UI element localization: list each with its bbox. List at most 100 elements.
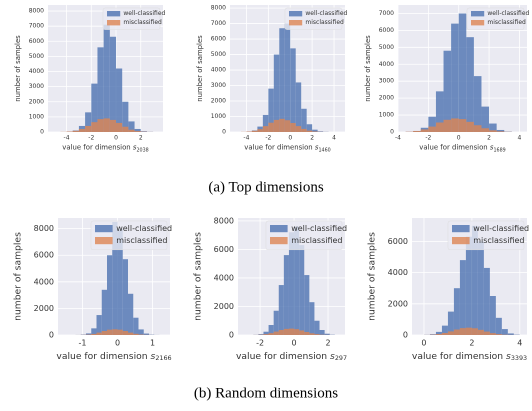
- x-tick-label: -2: [265, 135, 271, 142]
- x-tick-label: 4: [332, 135, 336, 142]
- histogram-bar: [128, 130, 134, 132]
- histogram-bar: [459, 13, 467, 132]
- legend-swatch: [107, 11, 120, 16]
- histogram-bar: [104, 118, 110, 132]
- x-tick-label: -1: [79, 339, 87, 348]
- legend-label: well-classified: [291, 224, 347, 233]
- histogram-bar: [454, 330, 460, 335]
- histogram-bar: [285, 120, 290, 132]
- histogram-bar: [91, 334, 96, 335]
- y-tick-label: 0: [40, 129, 44, 136]
- histogram-bar: [484, 268, 490, 335]
- x-tick-label: -4: [243, 135, 249, 142]
- x-tick-label: 2: [139, 135, 143, 142]
- histogram-bar: [97, 315, 102, 335]
- histogram-bar: [474, 125, 482, 132]
- histogram-bar: [116, 123, 122, 132]
- y-tick-label: 4000: [388, 268, 408, 277]
- histogram-bar: [301, 129, 306, 132]
- legend-swatch: [95, 237, 113, 244]
- y-tick-label: 0: [403, 331, 408, 340]
- y-tick-label: 8000: [29, 8, 44, 15]
- histogram-bar: [110, 120, 116, 132]
- x-axis-label: value for dimension s3393: [412, 350, 527, 362]
- histogram-bar: [274, 120, 279, 132]
- histogram-bar: [490, 296, 496, 335]
- histogram-bar: [478, 241, 484, 335]
- x-tick-label: -2: [88, 135, 94, 142]
- histogram-bar: [325, 334, 330, 335]
- histogram-bar: [128, 294, 133, 335]
- y-tick-label: 1000: [379, 112, 394, 119]
- y-tick-label: 0: [49, 331, 54, 340]
- histogram-bar: [123, 259, 128, 335]
- histogram-bar: [436, 334, 442, 335]
- histogram-bar: [107, 330, 112, 335]
- histogram-bar: [263, 126, 268, 132]
- y-tick-label: 7000: [211, 20, 226, 27]
- histogram-bar: [442, 333, 448, 335]
- legend-label: misclassified: [123, 19, 162, 26]
- histogram-bar: [320, 330, 325, 335]
- histogram-bar: [107, 255, 112, 335]
- x-axis-label: value for dimension s1689: [419, 144, 505, 153]
- histogram-bar: [460, 260, 466, 335]
- y-tick-label: 7000: [379, 10, 394, 17]
- y-tick-label: 6000: [211, 36, 226, 43]
- y-tick-label: 5000: [379, 44, 394, 51]
- y-tick-label: 2000: [214, 302, 234, 311]
- histogram-bar: [451, 118, 459, 132]
- y-tick-label: 0: [222, 129, 226, 136]
- histogram-bar: [112, 329, 117, 335]
- y-tick-label: 6000: [388, 237, 408, 246]
- y-axis-label: number of samples: [14, 35, 22, 102]
- x-axis-label-sub: 2038: [136, 147, 148, 153]
- histogram-bar: [497, 131, 505, 132]
- histogram-bar: [102, 331, 107, 335]
- x-axis-label: value for dimension s2038: [62, 144, 148, 153]
- histogram-bar: [496, 334, 502, 335]
- histogram-bar: [279, 119, 284, 132]
- x-axis-label-text: value for dimension: [419, 144, 487, 152]
- x-axis-label-sub: 1689: [493, 147, 505, 153]
- histogram-bar: [289, 329, 294, 335]
- legend-label: misclassified: [116, 236, 167, 245]
- y-tick-label: 3000: [211, 82, 226, 89]
- x-tick-label: 4: [517, 339, 522, 348]
- y-tick-label: 4000: [214, 273, 234, 282]
- legend-label: well-classified: [487, 10, 529, 17]
- histogram-bar: [122, 127, 128, 132]
- histogram-bar: [474, 76, 482, 132]
- histogram-bar: [285, 24, 290, 132]
- histogram-bar: [478, 330, 484, 335]
- histogram-bar: [309, 333, 314, 335]
- legend-label: well-classified: [123, 10, 165, 17]
- histogram-bar: [279, 330, 284, 335]
- histogram-bar: [314, 321, 319, 335]
- y-tick-label: 2000: [211, 98, 226, 105]
- x-tick-label: 1: [150, 339, 155, 348]
- y-tick-label: 6000: [214, 245, 234, 254]
- histogram-bar: [91, 122, 97, 132]
- histogram-bar: [116, 69, 122, 133]
- histogram-bar: [279, 28, 284, 132]
- x-axis-label-sub: 297: [335, 354, 347, 362]
- y-tick-label: 6000: [29, 38, 44, 45]
- histogram-bar: [314, 334, 319, 335]
- y-tick-label: 8000: [211, 5, 226, 12]
- y-tick-label: 6000: [34, 251, 54, 260]
- histogram-bar: [135, 131, 141, 132]
- x-axis-label-text: value for dimension: [62, 144, 130, 152]
- histogram-bar: [97, 119, 103, 132]
- y-tick-label: 5000: [211, 51, 226, 58]
- x-tick-label: 0: [421, 339, 426, 348]
- histogram-bar: [268, 123, 273, 132]
- histogram-bar: [428, 127, 436, 132]
- histogram-bar: [304, 332, 309, 335]
- x-tick-label: -2: [425, 135, 431, 142]
- legend-label: misclassified: [305, 19, 344, 26]
- legend-swatch: [270, 237, 288, 244]
- y-tick-label: 3000: [29, 83, 44, 90]
- x-tick-label: 0: [288, 135, 292, 142]
